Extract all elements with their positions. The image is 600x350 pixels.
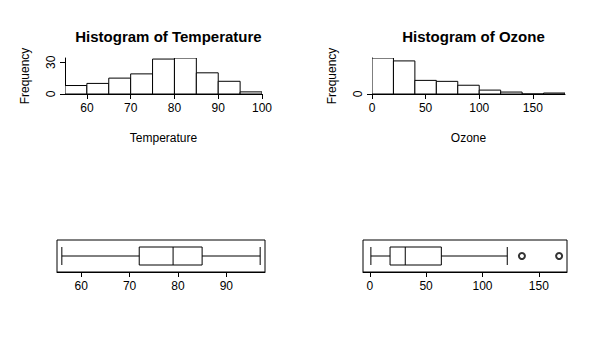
svg-text:0: 0 bbox=[366, 279, 373, 293]
svg-text:Ozone: Ozone bbox=[451, 131, 487, 145]
svg-text:90: 90 bbox=[212, 101, 226, 115]
svg-text:90: 90 bbox=[220, 279, 234, 293]
svg-text:80: 80 bbox=[168, 101, 182, 115]
svg-text:0: 0 bbox=[44, 90, 58, 97]
svg-text:100: 100 bbox=[469, 101, 489, 115]
svg-text:Frequency: Frequency bbox=[325, 48, 339, 105]
svg-text:50: 50 bbox=[419, 279, 433, 293]
svg-text:60: 60 bbox=[75, 279, 89, 293]
svg-text:70: 70 bbox=[124, 101, 138, 115]
svg-text:50: 50 bbox=[419, 101, 433, 115]
svg-text:0: 0 bbox=[351, 90, 365, 97]
svg-text:Frequency: Frequency bbox=[18, 48, 32, 105]
svg-text:Histogram of Temperature: Histogram of Temperature bbox=[75, 28, 261, 45]
svg-text:100: 100 bbox=[472, 279, 492, 293]
svg-text:30: 30 bbox=[44, 55, 58, 69]
svg-text:70: 70 bbox=[123, 279, 137, 293]
svg-text:80: 80 bbox=[171, 279, 185, 293]
svg-text:150: 150 bbox=[523, 101, 543, 115]
svg-text:Histogram of Ozone: Histogram of Ozone bbox=[402, 28, 545, 45]
svg-text:0: 0 bbox=[369, 101, 376, 115]
svg-text:Temperature: Temperature bbox=[130, 131, 198, 145]
svg-text:150: 150 bbox=[529, 279, 549, 293]
svg-text:60: 60 bbox=[80, 101, 94, 115]
svg-text:100: 100 bbox=[252, 101, 272, 115]
